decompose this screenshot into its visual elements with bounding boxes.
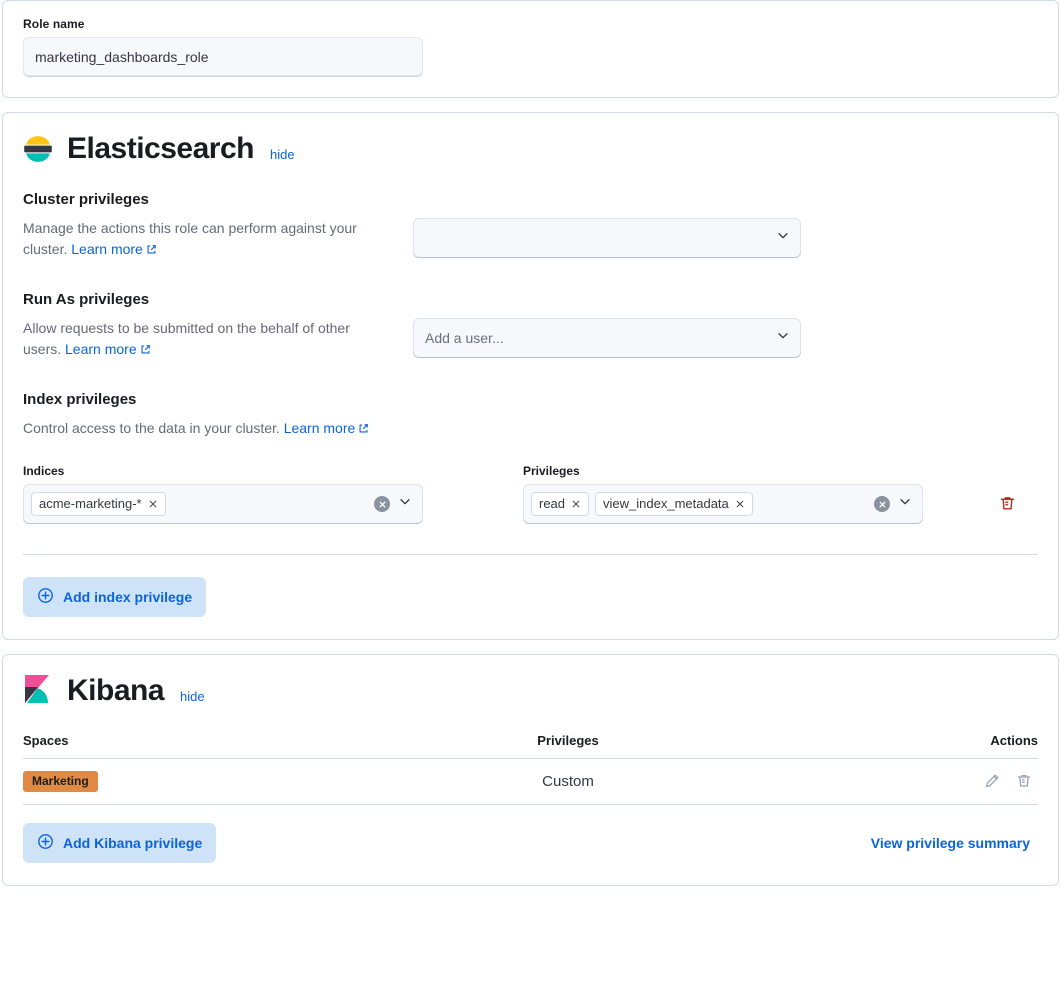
role-name-label: Role name — [23, 17, 85, 31]
close-icon[interactable] — [571, 499, 581, 509]
cluster-privileges-learn-more-link[interactable]: Learn more — [71, 241, 143, 257]
run-as-privileges-placeholder: Add a user... — [425, 330, 504, 346]
delete-kibana-privilege-button[interactable] — [1010, 770, 1038, 792]
index-privileges-description: Control access to the data in your clust… — [23, 418, 1038, 440]
add-kibana-privilege-label: Add Kibana privilege — [63, 835, 203, 851]
elasticsearch-panel: Elasticsearch hide Cluster privileges Ma… — [2, 112, 1059, 640]
kibana-panel: Kibana hide Spaces Privileges Actions Ma… — [2, 654, 1059, 886]
elasticsearch-logo-icon — [23, 133, 53, 165]
privileges-pill-label: read — [539, 496, 566, 511]
privileges-clear-button[interactable] — [874, 496, 890, 512]
kibana-hide-link[interactable]: hide — [180, 689, 205, 704]
kibana-header: Kibana hide — [23, 675, 1038, 707]
privileges-pill-label: view_index_metadata — [603, 496, 729, 511]
plus-in-circle-icon — [37, 833, 54, 853]
chevron-down-icon — [898, 495, 912, 514]
kibana-title: Kibana — [67, 674, 165, 707]
index-privileges-learn-more-link[interactable]: Learn more — [283, 420, 356, 436]
kibana-logo-icon — [23, 675, 53, 707]
column-header-privileges: Privileges — [409, 733, 727, 759]
cluster-privileges-description-text: Manage the actions this role can perform… — [23, 220, 357, 257]
privileges-combobox[interactable]: read view_index_metadata — [523, 484, 923, 524]
indices-combobox[interactable]: acme-marketing-* — [23, 484, 423, 524]
elasticsearch-header: Elasticsearch hide — [23, 133, 1038, 165]
cell-privilege: Custom — [409, 758, 727, 805]
role-name-input[interactable] — [23, 37, 423, 77]
privileges-label: Privileges — [523, 464, 580, 478]
cluster-privileges-title: Cluster privileges — [23, 191, 149, 208]
cell-space: Marketing — [23, 758, 410, 805]
plus-in-circle-icon — [37, 587, 54, 607]
index-privileges-block: Index privileges Control access to the d… — [23, 391, 1038, 617]
run-as-privileges-combobox[interactable]: Add a user... — [413, 318, 801, 358]
cluster-privileges-combobox[interactable] — [413, 218, 801, 258]
close-icon[interactable] — [148, 499, 158, 509]
run-as-privileges-description-text: Allow requests to be submitted on the be… — [23, 320, 350, 357]
elasticsearch-hide-link[interactable]: hide — [269, 147, 295, 162]
table-row: Marketing Custom — [23, 758, 1038, 805]
delete-index-privilege-button[interactable] — [995, 491, 1020, 516]
kibana-privileges-table: Spaces Privileges Actions Marketing Cust… — [23, 733, 1038, 805]
role-name-panel: Role name — [2, 0, 1059, 98]
close-icon[interactable] — [735, 499, 745, 509]
space-badge[interactable]: Marketing — [23, 771, 98, 792]
indices-clear-button[interactable] — [374, 496, 390, 512]
external-link-icon — [140, 340, 151, 361]
add-kibana-privilege-button[interactable]: Add Kibana privilege — [23, 823, 217, 863]
index-privileges-description-text: Control access to the data in your clust… — [23, 420, 280, 436]
external-link-icon — [358, 419, 369, 440]
edit-kibana-privilege-button[interactable] — [978, 770, 1006, 792]
external-link-icon — [146, 240, 157, 261]
elasticsearch-title: Elasticsearch — [67, 132, 254, 165]
indices-field: Indices acme-marketing-* — [23, 464, 423, 524]
index-privileges-title: Index privileges — [23, 391, 137, 408]
add-index-privilege-label: Add index privilege — [63, 589, 193, 605]
cluster-privileges-description: Manage the actions this role can perform… — [23, 218, 413, 261]
index-privilege-row: Indices acme-marketing-* — [23, 464, 1038, 524]
role-editor-page: Role name Elasticsearch hide Cluster pri… — [2, 0, 1059, 886]
indices-pill-label: acme-marketing-* — [39, 496, 142, 511]
column-header-spaces: Spaces — [23, 733, 410, 759]
table-header-row: Spaces Privileges Actions — [23, 733, 1038, 759]
run-as-privileges-title: Run As privileges — [23, 291, 150, 308]
add-index-privilege-button[interactable]: Add index privilege — [23, 577, 207, 617]
chevron-down-icon — [398, 495, 412, 514]
kibana-footer: Add Kibana privilege View privilege summ… — [23, 823, 1038, 863]
indices-label: Indices — [23, 464, 65, 478]
index-privileges-field: Privileges read view_index_metadata — [523, 464, 923, 524]
column-header-actions: Actions — [726, 733, 1038, 759]
index-privilege-actions — [923, 491, 1038, 524]
chevron-down-icon — [776, 229, 790, 248]
privileges-pill[interactable]: read — [531, 492, 590, 516]
chevron-down-icon — [776, 329, 790, 348]
view-privilege-summary-link[interactable]: View privilege summary — [870, 835, 1030, 851]
run-as-privileges-description: Allow requests to be submitted on the be… — [23, 318, 413, 361]
run-as-privileges-learn-more-link[interactable]: Learn more — [65, 341, 137, 357]
cell-actions — [726, 758, 1038, 805]
run-as-privileges-block: Run As privileges Allow requests to be s… — [23, 291, 1038, 361]
indices-pill[interactable]: acme-marketing-* — [31, 492, 166, 516]
cluster-privileges-block: Cluster privileges Manage the actions th… — [23, 191, 1038, 261]
index-privileges-divider — [23, 554, 1038, 555]
privileges-pill[interactable]: view_index_metadata — [595, 492, 753, 516]
